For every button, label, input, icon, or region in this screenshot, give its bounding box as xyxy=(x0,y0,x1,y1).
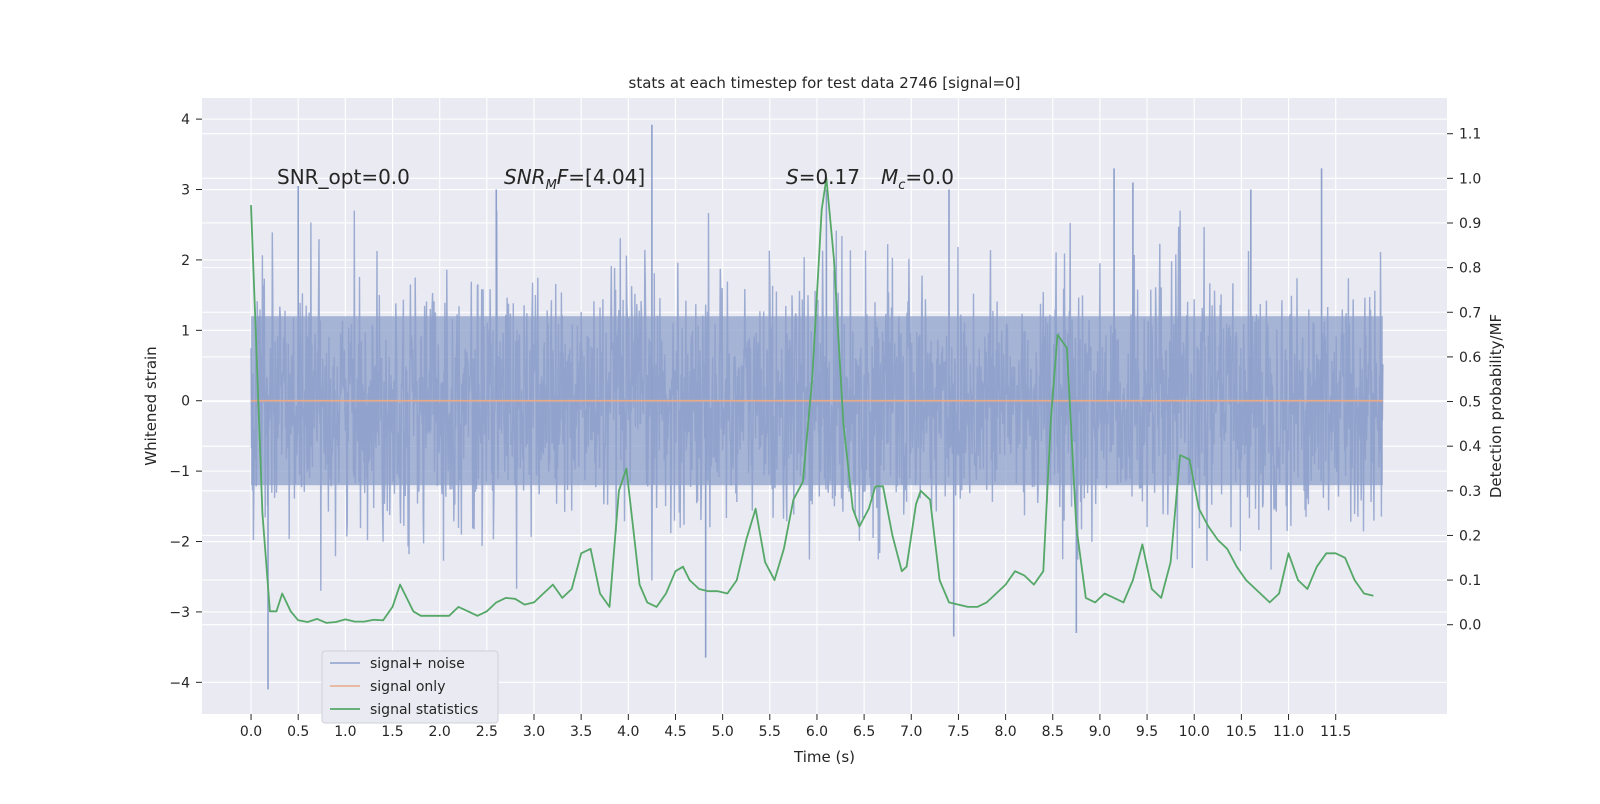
y-axis-left-label: Whitened strain xyxy=(142,346,160,465)
legend-box xyxy=(321,650,499,724)
x-tick-label: 6.5 xyxy=(853,724,875,740)
y-left-tick-label: 2 xyxy=(181,253,190,269)
signal-statistics-line xyxy=(250,177,1374,624)
x-axis-ticks: 0.0 0.5 1.0 1.5 2.0 2.5 3.0 3.5 4.0 4.5 5.0 5.5 6.0 6… xyxy=(240,714,1351,740)
x-tick-label: 1.0 xyxy=(334,724,356,740)
annotation-mc-sub: c xyxy=(898,178,905,193)
x-tick-label: 11.0 xyxy=(1273,724,1304,740)
x-tick-label: 8.5 xyxy=(1042,724,1064,740)
x-axis-label: Time (s) xyxy=(793,748,855,766)
annotation-snr-mf-base: SNR xyxy=(504,165,546,189)
annotation-snr-opt: SNR_opt=0.0 xyxy=(277,165,410,189)
annotation-snr-mf: SNRMF=[4.04] xyxy=(504,165,645,193)
y-axis-right-label: Detection probability/MF xyxy=(1487,314,1505,498)
y-left-tick-label: 4 xyxy=(181,112,190,128)
y-left-tick-label: 3 xyxy=(181,183,190,199)
x-tick-label: 5.5 xyxy=(759,724,781,740)
x-tick-label: 9.0 xyxy=(1089,724,1111,740)
y-left-tick-label: 1 xyxy=(181,323,190,339)
x-tick-label: 5.0 xyxy=(712,724,734,740)
legend-label-stats: signal statistics xyxy=(370,702,478,718)
x-tick-label: 11.5 xyxy=(1320,724,1351,740)
y-right-tick-label: 0.8 xyxy=(1459,261,1481,277)
annotation-snr-mf-tail-f: F xyxy=(557,165,569,189)
x-tick-label: 8.0 xyxy=(994,724,1016,740)
x-tick-label: 7.5 xyxy=(947,724,969,740)
x-tick-label: 3.0 xyxy=(523,724,545,740)
legend: signal+ noise signal only signal statist… xyxy=(321,650,499,724)
y-right-tick-label: 1.0 xyxy=(1459,171,1481,187)
annotation-mc-base: M xyxy=(881,165,898,189)
y-right-tick-label: 0.5 xyxy=(1459,395,1481,411)
y-axis-right-ticks: 1.1 1.0 0.9 0.8 0.7 0.6 0.5 0.4 0.3 0.2 0.1 0.0 xyxy=(1447,127,1481,634)
x-tick-label: 10.5 xyxy=(1226,724,1257,740)
x-tick-label: 0.5 xyxy=(287,724,309,740)
x-tick-label: 7.0 xyxy=(900,724,922,740)
x-tick-label: 4.0 xyxy=(617,724,639,740)
x-tick-label: 2.5 xyxy=(476,724,498,740)
x-tick-label: 1.5 xyxy=(381,724,403,740)
x-tick-label: 0.0 xyxy=(240,724,262,740)
y-right-tick-label: 1.1 xyxy=(1459,127,1481,143)
y-axis-left-ticks: 4 3 2 1 0 −1 −2 −3 −4 xyxy=(169,112,202,691)
legend-label-signal: signal only xyxy=(370,679,445,695)
annotation-s-tail: =0.17 xyxy=(799,165,860,189)
annotation-s-stat: S=0.17 xyxy=(786,165,860,189)
y-right-tick-label: 0.0 xyxy=(1459,618,1481,634)
y-right-tick-label: 0.2 xyxy=(1459,528,1481,544)
annotation-s-base: S xyxy=(786,165,799,189)
y-right-tick-label: 0.7 xyxy=(1459,305,1481,321)
y-right-tick-label: 0.4 xyxy=(1459,439,1481,455)
x-tick-label: 10.0 xyxy=(1179,724,1210,740)
annotation-snr-mf-sub: M xyxy=(546,178,557,193)
y-right-tick-label: 0.1 xyxy=(1459,573,1481,589)
x-tick-label: 6.0 xyxy=(806,724,828,740)
y-left-tick-label: −4 xyxy=(169,675,190,691)
annotation-mc-tail: =0.0 xyxy=(905,165,954,189)
y-left-tick-label: 0 xyxy=(181,394,190,410)
annotation-snr-mf-tail: =[4.04] xyxy=(568,165,645,189)
chart-title: stats at each timestep for test data 274… xyxy=(629,74,1021,92)
y-left-tick-label: −1 xyxy=(169,464,190,480)
y-left-tick-label: −3 xyxy=(169,605,190,621)
y-right-tick-label: 0.6 xyxy=(1459,350,1481,366)
y-right-tick-label: 0.9 xyxy=(1459,216,1481,232)
x-tick-label: 3.5 xyxy=(570,724,592,740)
y-right-tick-label: 0.3 xyxy=(1459,484,1481,500)
line-series xyxy=(250,177,1383,624)
annotation-mc-stat: Mc=0.0 xyxy=(881,165,954,193)
legend-label-noise: signal+ noise xyxy=(370,656,465,672)
x-tick-label: 2.0 xyxy=(429,724,451,740)
y-left-tick-label: −2 xyxy=(169,535,190,551)
x-tick-label: 9.5 xyxy=(1136,724,1158,740)
x-tick-label: 4.5 xyxy=(664,724,686,740)
